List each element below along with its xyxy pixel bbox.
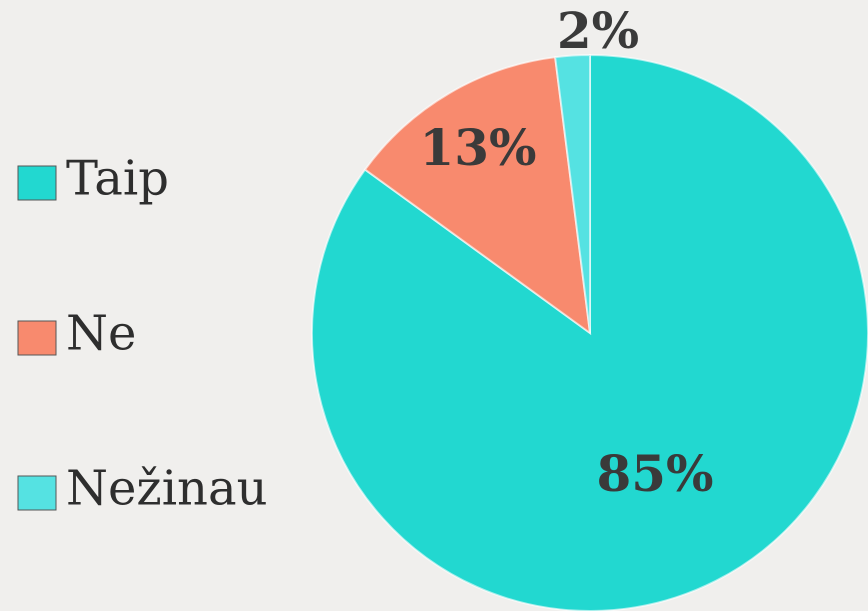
- value-label: 2%: [557, 1, 639, 60]
- pie-slice: [554, 53, 591, 334]
- legend-swatch: [17, 165, 57, 201]
- legend-swatch: [17, 320, 57, 356]
- legend-text: Ne: [66, 306, 136, 362]
- legend-swatch: [17, 475, 57, 511]
- legend-text: Nežinau: [66, 461, 268, 517]
- value-label: 85%: [596, 444, 713, 503]
- pie-slice: [363, 56, 592, 336]
- legend-text: Taip: [66, 151, 169, 207]
- value-label: 13%: [419, 118, 536, 177]
